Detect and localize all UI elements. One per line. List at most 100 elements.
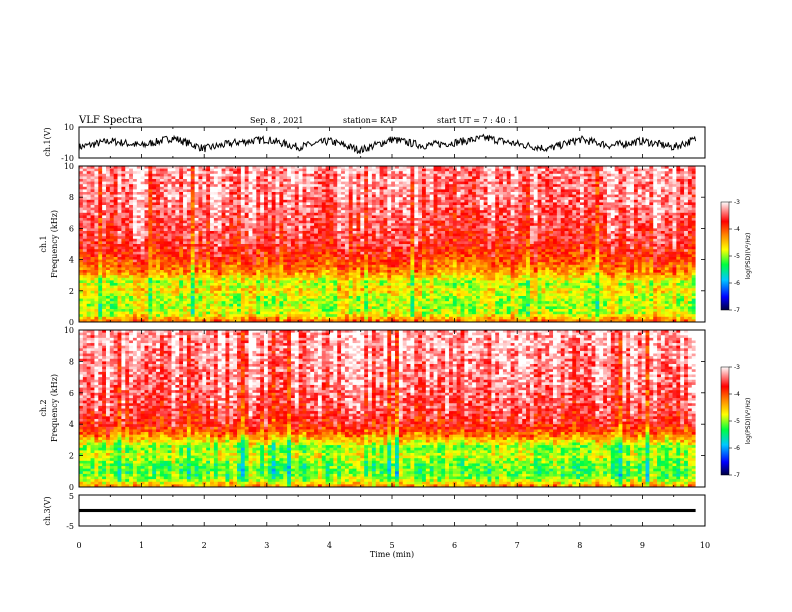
spectrogram-cell <box>330 169 334 172</box>
spectrogram-cell <box>79 184 83 187</box>
spectrogram-cell <box>145 210 149 213</box>
spectrogram-cell <box>499 195 503 198</box>
spectrogram-cell <box>283 176 287 179</box>
spectrogram-cell <box>407 179 411 182</box>
spectrogram-cell <box>437 208 441 211</box>
spectrogram-cell <box>318 184 322 187</box>
spectrogram-cell <box>615 187 619 190</box>
spectrogram-cell <box>337 205 341 208</box>
spectrogram-cell <box>441 174 445 177</box>
station-label: station= KAP <box>343 116 398 125</box>
spectrogram-cell <box>541 208 545 211</box>
spectrogram-cell <box>495 205 499 208</box>
spectrogram-cell <box>175 176 179 179</box>
spectrogram-cell <box>622 179 626 182</box>
spectrogram-cell <box>195 202 199 205</box>
spectrogram-cell <box>387 169 391 172</box>
spectrogram-cell <box>241 174 245 177</box>
spectrogram-cell <box>125 174 129 177</box>
spectrogram-cell <box>484 171 488 174</box>
spectrogram-cell <box>472 184 476 187</box>
spectrogram-cell <box>137 197 141 200</box>
spectrogram-cell <box>225 202 229 205</box>
spectrogram-cell <box>256 195 260 198</box>
spectrogram-cell <box>287 182 291 185</box>
spectrogram-cell <box>638 205 642 208</box>
spectrogram-cell <box>118 192 122 195</box>
spectrogram-cell <box>141 197 145 200</box>
spectrogram-cell <box>98 179 102 182</box>
spectrogram-cell <box>592 187 596 190</box>
spectrogram-cell <box>410 174 414 177</box>
spectrogram-cell <box>137 187 141 190</box>
spectrogram-cell <box>171 189 175 192</box>
spectrogram-cell <box>322 202 326 205</box>
spectrogram-cell <box>441 187 445 190</box>
spectrogram-cell <box>94 210 98 213</box>
spectrogram-cell <box>241 205 245 208</box>
spectrogram-cell <box>91 179 95 182</box>
spectrogram-cell <box>661 176 665 179</box>
spectrogram-cell <box>541 187 545 190</box>
spectrogram-cell <box>380 189 384 192</box>
spectrogram-cell <box>649 189 653 192</box>
spectrogram-cell <box>680 174 684 177</box>
spectrogram-cell <box>260 171 264 174</box>
spectrogram-cell <box>476 205 480 208</box>
spectrogram-cell <box>646 205 650 208</box>
spectrogram-cell <box>607 182 611 185</box>
spectrogram-cell <box>526 169 530 172</box>
spectrogram-cell <box>430 187 434 190</box>
spectrogram-cell <box>619 200 623 203</box>
spectrogram-cell <box>418 195 422 198</box>
spectrogram-cell <box>391 197 395 200</box>
spectrogram-cell <box>91 176 95 179</box>
spectrogram-cell <box>464 176 468 179</box>
spectrogram-cell <box>615 205 619 208</box>
spectrogram-cell <box>368 200 372 203</box>
spectrogram-cell <box>268 205 272 208</box>
spectrogram-cell <box>534 179 538 182</box>
spectrogram-cell <box>518 205 522 208</box>
spectrogram-cell <box>206 197 210 200</box>
spectrogram-cell <box>457 208 461 211</box>
spectrogram-cell <box>511 174 515 177</box>
spectrogram-cell <box>399 187 403 190</box>
spectrogram-cell <box>256 171 260 174</box>
spectrogram-cell <box>102 197 106 200</box>
spectrogram-cell <box>403 184 407 187</box>
spectrogram-cell <box>276 210 280 213</box>
spectrogram-cell <box>326 210 330 213</box>
spectrogram-cell <box>672 195 676 198</box>
spectrogram-cell <box>283 197 287 200</box>
spectrogram-cell <box>210 202 214 205</box>
spectrogram-cell <box>499 205 503 208</box>
spectrogram-cell <box>503 176 507 179</box>
spectrogram-cell <box>634 182 638 185</box>
spectrogram-cell <box>276 179 280 182</box>
spectrogram-cell <box>441 171 445 174</box>
spectrogram-cell <box>661 192 665 195</box>
spectrogram-cell <box>233 195 237 198</box>
spectrogram-cell <box>187 174 191 177</box>
spectrogram-cell <box>341 174 345 177</box>
spectrogram-cell <box>368 208 372 211</box>
spectrogram-cell <box>376 187 380 190</box>
spectrogram-cell <box>672 187 676 190</box>
spectrogram-cell <box>530 179 534 182</box>
spectrogram-cell <box>484 169 488 172</box>
spectrogram-cell <box>649 182 653 185</box>
spectrogram-cell <box>364 169 368 172</box>
spectrogram-cell <box>225 208 229 211</box>
spectrogram-cell <box>175 202 179 205</box>
spectrogram-cell <box>491 179 495 182</box>
spectrogram-cell <box>245 208 249 211</box>
spectrogram-cell <box>480 200 484 203</box>
spectrogram-cell <box>249 184 253 187</box>
spectrogram-cell <box>688 205 692 208</box>
spectrogram-cell <box>541 169 545 172</box>
spectrogram-cell <box>218 192 222 195</box>
spectrogram-cell <box>642 205 646 208</box>
spectrogram-cell <box>187 171 191 174</box>
spectrogram-cell <box>383 197 387 200</box>
